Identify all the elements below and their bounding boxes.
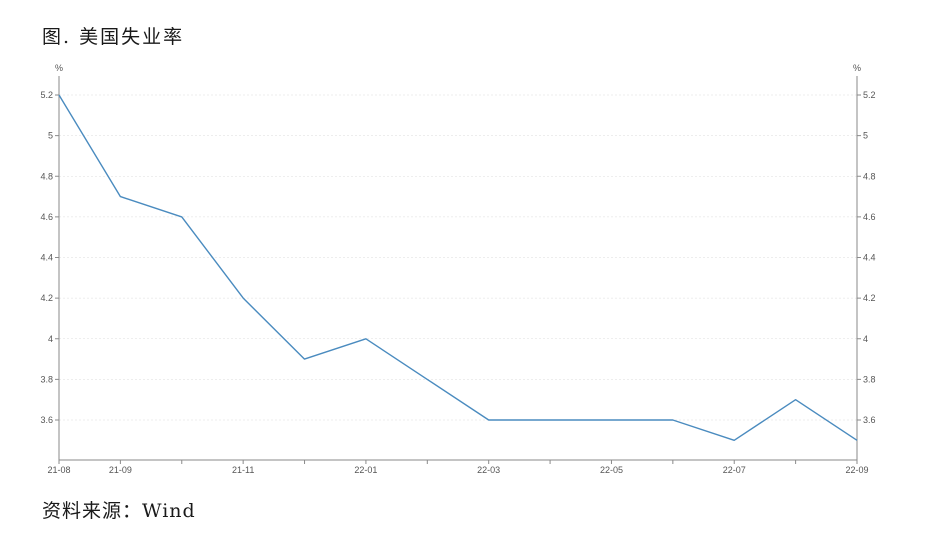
x-axis-ticks: 21-08 21-09 21-11 22-01 22-03 22-05 22-07 22-09 bbox=[47, 460, 869, 475]
x-tick-label: 22-03 bbox=[477, 465, 500, 475]
x-tick-label: 21-11 bbox=[232, 465, 254, 475]
y-tick-label-right: 4.8 bbox=[863, 171, 876, 181]
axes bbox=[58, 76, 858, 461]
y-tick-label-left: 3.8 bbox=[40, 374, 53, 384]
y-tick-label-left: 5.2 bbox=[40, 90, 53, 100]
y-tick-label-left: 3.6 bbox=[40, 415, 53, 425]
x-tick-label: 21-09 bbox=[109, 465, 132, 475]
x-tick-label: 21-08 bbox=[47, 465, 70, 475]
x-tick-label: 22-09 bbox=[845, 465, 868, 475]
x-tick-label: 22-05 bbox=[600, 465, 623, 475]
figure-source: 资料来源：Wind bbox=[42, 500, 196, 522]
y-tick-label-right: 4.2 bbox=[863, 293, 876, 303]
x-tick-label: 22-01 bbox=[354, 465, 377, 475]
series-group bbox=[58, 94, 858, 441]
y-tick-label-left: 4.8 bbox=[40, 171, 53, 181]
y-tick-label-right: 4 bbox=[863, 334, 868, 344]
y-tick-label-left: 4.6 bbox=[40, 212, 53, 222]
y-tick-label-right: 3.8 bbox=[863, 374, 876, 384]
y-tick-label-left: 4.2 bbox=[40, 293, 53, 303]
y-tick-label-left: 5 bbox=[48, 131, 53, 141]
y-tick-label-right: 5.2 bbox=[863, 90, 876, 100]
y-tick-label-right: 3.6 bbox=[863, 415, 876, 425]
y-axis-right-unit: % bbox=[853, 63, 861, 73]
y-tick-label-right: 4.4 bbox=[863, 253, 876, 263]
y-axis-right-ticks: 3.6 3.8 4 4.2 4.4 4.6 4.8 5 5.2 bbox=[857, 90, 876, 425]
y-axis-left-ticks: 3.6 3.8 4 4.2 4.4 4.6 4.8 5 5.2 bbox=[40, 90, 59, 425]
unemployment-rate-line bbox=[58, 94, 858, 441]
y-tick-label-right: 5 bbox=[863, 131, 868, 141]
grid-lines bbox=[59, 94, 857, 421]
y-axis-left-unit: % bbox=[55, 63, 63, 73]
x-tick-label: 22-07 bbox=[723, 465, 746, 475]
figure-title: 图. 美国失业率 bbox=[42, 26, 185, 48]
y-tick-label-right: 4.6 bbox=[863, 212, 876, 222]
y-tick-label-left: 4.4 bbox=[40, 253, 53, 263]
y-tick-label-left: 4 bbox=[48, 334, 53, 344]
